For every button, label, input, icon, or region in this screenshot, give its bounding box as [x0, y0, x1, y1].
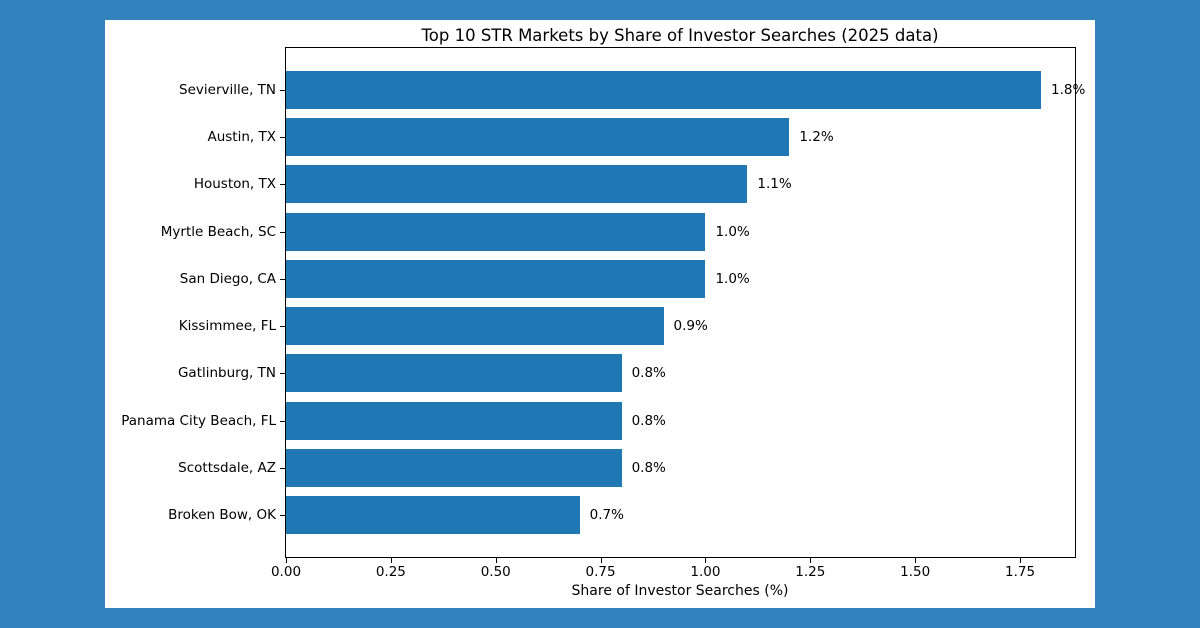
bar-value-label: 1.1%	[757, 176, 792, 193]
category-label: Austin, TX	[207, 129, 276, 146]
bar-value-label: 1.8%	[1051, 82, 1086, 98]
x-tick-label: 1.25	[795, 564, 826, 580]
category-label: Kissimmee, FL	[178, 318, 276, 335]
x-tick-label: 0.00	[270, 564, 302, 580]
bar-value-label: 1.0%	[715, 270, 750, 287]
bar	[286, 212, 706, 251]
bar	[286, 307, 664, 346]
x-tick	[600, 558, 602, 563]
category-label: Sevierville, TN	[179, 82, 276, 98]
category-label: San Diego, CA	[179, 270, 276, 287]
x-tick	[705, 558, 707, 563]
bar-value-label: 0.8%	[631, 459, 666, 476]
bar	[286, 354, 622, 393]
x-tick	[390, 558, 392, 563]
y-tick	[280, 373, 285, 375]
chart-title: Top 10 STR Markets by Share of Investor …	[421, 26, 939, 45]
bar	[286, 118, 790, 157]
chart-card: Top 10 STR Markets by Share of Investor …	[105, 20, 1095, 608]
x-tick-label: 0.25	[375, 564, 406, 580]
x-tick-label: 1.75	[1005, 564, 1036, 580]
category-label: Scottsdale, AZ	[178, 459, 276, 476]
y-tick	[280, 137, 285, 139]
bar-value-label: 1.0%	[715, 223, 750, 240]
category-label: Myrtle Beach, SC	[160, 223, 276, 240]
category-label: Gatlinburg, TN	[177, 365, 276, 382]
y-tick	[280, 326, 285, 328]
bar	[286, 401, 622, 440]
x-tick	[915, 558, 917, 563]
category-label: Panama City Beach, FL	[121, 412, 276, 429]
bar-value-label: 0.8%	[631, 412, 666, 429]
bar	[286, 71, 1042, 109]
bar-value-label: 0.8%	[631, 365, 666, 382]
y-tick	[280, 278, 285, 280]
x-tick	[1020, 558, 1022, 563]
bar-value-label: 0.9%	[673, 318, 708, 335]
y-tick	[280, 231, 285, 233]
x-tick	[286, 558, 287, 563]
x-tick	[495, 558, 497, 563]
bar	[286, 165, 748, 204]
category-label: Houston, TX	[193, 176, 276, 193]
x-tick-label: 1.00	[690, 564, 721, 580]
x-tick	[810, 558, 812, 563]
plot-area: 1.8% 1.2% 1.1% 1.0% 1.0% 0.9% 0.8% 0.8% 0.8% 0.7%	[285, 47, 1085, 558]
bar	[286, 259, 706, 298]
bar	[286, 448, 622, 487]
y-tick	[280, 90, 285, 91]
bar-value-label: 1.2%	[799, 129, 834, 146]
x-axis-label: Share of Investor Searches (%)	[571, 583, 789, 599]
x-tick-label: 0.50	[480, 564, 511, 580]
bar	[286, 496, 580, 534]
y-tick	[280, 515, 285, 516]
bar-value-label: 0.7%	[589, 507, 624, 523]
category-label: Broken Bow, OK	[168, 507, 276, 523]
y-tick	[280, 420, 285, 422]
y-tick	[280, 467, 285, 469]
x-tick-label: 0.75	[585, 564, 616, 580]
x-tick-label: 1.50	[900, 564, 931, 580]
y-tick	[280, 184, 285, 186]
